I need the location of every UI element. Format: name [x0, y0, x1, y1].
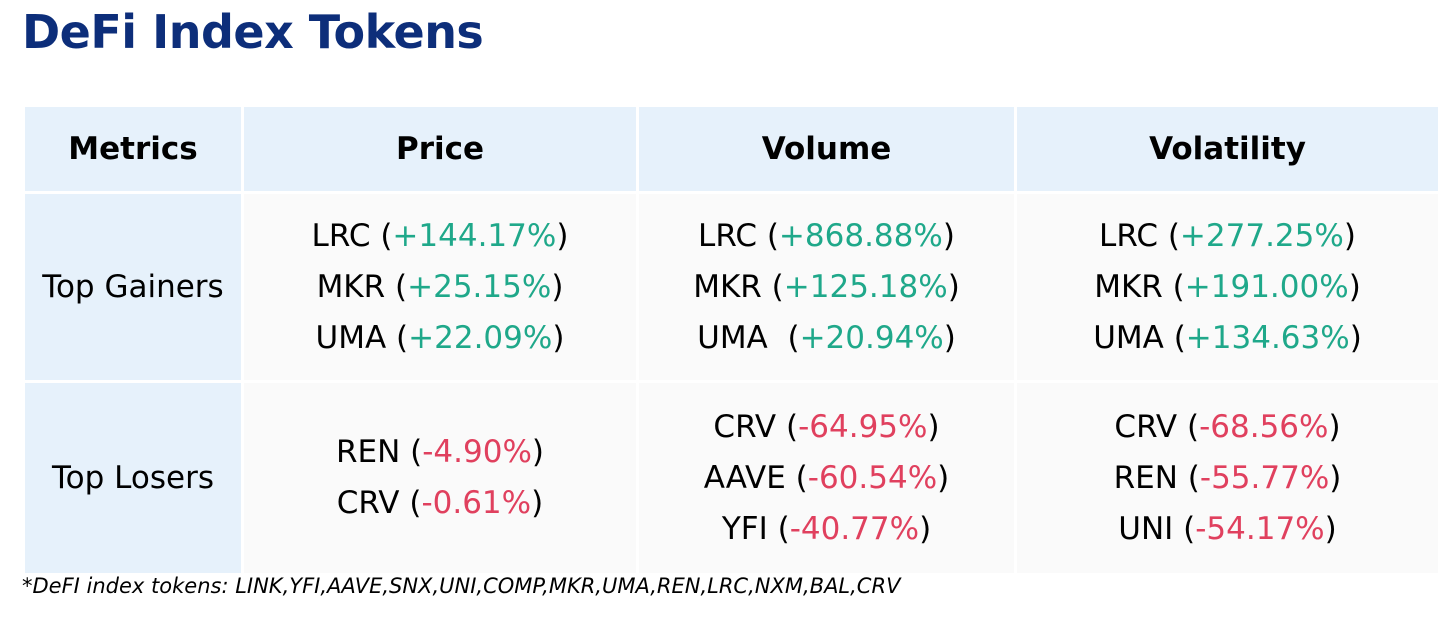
token-symbol: UMA	[697, 319, 778, 356]
token-change: -60.54%	[807, 459, 938, 496]
token-symbol: MKR	[1094, 268, 1163, 305]
token-change: +134.63%	[1185, 319, 1350, 356]
page-title: DeFi Index Tokens	[22, 5, 484, 59]
token-entry: CRV (-0.61%)	[336, 485, 544, 521]
token-change: -68.56%	[1199, 408, 1329, 445]
footnote: *DeFI index tokens: LINK,YFI,AAVE,SNX,UN…	[22, 574, 901, 598]
token-change: -55.77%	[1199, 459, 1330, 496]
row-label: Top Gainers	[22, 191, 244, 383]
cell-volume: LRC (+868.88%) MKR (+125.18%) UMA (+20.94%…	[636, 191, 1017, 383]
header-volatility: Volatility	[1014, 104, 1441, 194]
token-entry: LRC (+868.88%)	[698, 217, 955, 254]
token-change: +125.18%	[783, 268, 948, 305]
header-volume: Volume	[636, 104, 1017, 194]
token-change: -40.77%	[789, 510, 920, 547]
token-change: +191.00%	[1184, 268, 1349, 305]
token-symbol: LRC	[311, 217, 371, 254]
token-change: +22.09%	[408, 319, 553, 356]
token-entry: AAVE (-60.54%)	[703, 459, 950, 496]
token-symbol: REN	[1113, 459, 1178, 496]
token-symbol: UMA	[315, 319, 387, 356]
cell-volatility: LRC (+277.25%) MKR (+191.00%) UMA (+134.63…	[1014, 191, 1441, 383]
cell-price: REN (-4.90%) CRV (-0.61%)	[241, 380, 639, 576]
token-entry: UMA (+134.63%)	[1093, 319, 1362, 356]
token-entry: MKR (+25.15%)	[316, 268, 564, 305]
token-entry: LRC (+277.25%)	[1099, 217, 1356, 254]
token-change: -4.90%	[422, 434, 532, 470]
token-entry: UMA (+22.09%)	[315, 319, 565, 356]
token-change: -64.95%	[798, 408, 928, 445]
metrics-table: Metrics Price Volume Volatility Top Gain…	[22, 104, 1441, 576]
row-top-gainers: Top Gainers LRC (+144.17%) MKR (+25.15%) UM…	[22, 191, 1441, 383]
token-change: -54.17%	[1195, 510, 1325, 547]
token-entry: UMA (+20.94%)	[697, 319, 956, 356]
token-entry: MKR (+125.18%)	[693, 268, 960, 305]
token-symbol: MKR	[693, 268, 762, 305]
token-symbol: CRV	[713, 408, 777, 445]
cell-volatility: CRV (-68.56%) REN (-55.77%) UNI (-54.17%)	[1014, 380, 1441, 576]
token-entry: YFI (-40.77%)	[721, 510, 932, 547]
token-symbol: LRC	[698, 217, 757, 254]
token-change: -0.61%	[421, 485, 532, 521]
token-symbol: LRC	[1099, 217, 1158, 254]
header-price: Price	[241, 104, 639, 194]
token-symbol: REN	[335, 434, 401, 470]
row-top-losers: Top Losers REN (-4.90%) CRV (-0.61%) CRV (-…	[22, 380, 1441, 576]
header-row: Metrics Price Volume Volatility	[22, 104, 1441, 194]
cell-volume: CRV (-64.95%) AAVE (-60.54%) YFI (-40.77%)	[636, 380, 1017, 576]
token-entry: REN (-4.90%)	[335, 434, 545, 470]
cell-price: LRC (+144.17%) MKR (+25.15%) UMA (+22.09%)	[241, 191, 639, 383]
header-metrics: Metrics	[22, 104, 244, 194]
token-symbol: CRV	[336, 485, 400, 521]
token-entry: LRC (+144.17%)	[311, 217, 569, 254]
token-entry: CRV (-64.95%)	[713, 408, 940, 445]
row-label: Top Losers	[22, 380, 244, 576]
token-change: +144.17%	[392, 217, 557, 254]
token-symbol: CRV	[1114, 408, 1178, 445]
token-symbol: YFI	[721, 510, 768, 547]
token-change: +277.25%	[1179, 217, 1344, 254]
token-entry: MKR (+191.00%)	[1094, 268, 1361, 305]
token-entry: REN (-55.77%)	[1113, 459, 1342, 496]
token-change: +20.94%	[799, 319, 944, 356]
token-symbol: MKR	[316, 268, 386, 305]
token-symbol: UMA	[1093, 319, 1164, 356]
token-entry: CRV (-68.56%)	[1114, 408, 1341, 445]
token-symbol: AAVE	[703, 459, 786, 496]
token-entry: UNI (-54.17%)	[1118, 510, 1337, 547]
token-change: +868.88%	[778, 217, 943, 254]
token-change: +25.15%	[407, 268, 552, 305]
token-symbol: UNI	[1118, 510, 1174, 547]
